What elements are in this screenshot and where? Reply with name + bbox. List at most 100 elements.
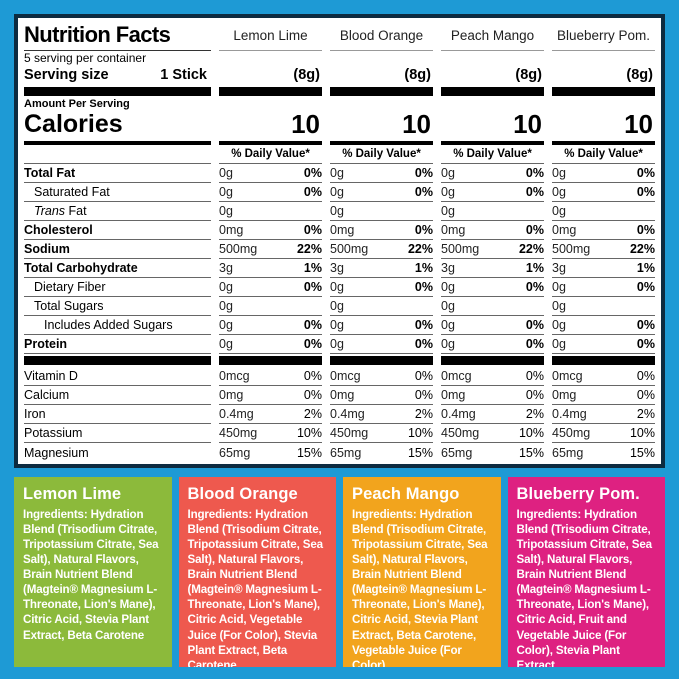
ingredient-box-title: Blueberry Pom.	[516, 485, 640, 503]
nutrient-amount: 0g	[552, 166, 566, 180]
divider-bar	[552, 87, 655, 96]
ingredient-box-lemon-lime: Lemon Lime Ingredients: Hydration Blend (…	[14, 477, 172, 667]
nutrient-amount: 0g	[552, 204, 566, 218]
nutrient-label: Total Fat	[24, 166, 76, 180]
nutrient-amount: 0g	[219, 280, 233, 294]
nutrient-value-row: 0g 0%	[552, 335, 655, 354]
flavor-column-blood-orange: Blood Orange (8g) 10 % Daily Value* 0g 0% 0g 0%…	[330, 20, 433, 464]
nutrient-row-total-carbohydrate: Total Carbohydrate	[24, 259, 211, 278]
nutrient-daily-value: 1%	[525, 261, 544, 275]
nutrient-value-row: 0.4mg 2%	[552, 405, 655, 424]
divider-bar	[24, 87, 211, 96]
nutrient-amount: 0mg	[219, 223, 244, 237]
nutrient-value-row: 450mg 10%	[219, 424, 322, 443]
nutrient-daily-value: 0%	[414, 369, 433, 383]
nutrient-value-row: 0g 0%	[441, 316, 544, 335]
nutrient-daily-value: 0%	[525, 280, 544, 294]
nutrient-daily-value: 22%	[629, 242, 655, 256]
nutrient-value-row: 500mg 22%	[552, 240, 655, 259]
nutrient-amount: 0.4mg	[330, 407, 365, 421]
nutrient-value-rows: 0g 0% 0g 0% 0g 0mg 0% 500mg 22% 3g 1% 0g 0% 0g 0g 0% 0g 0…	[552, 164, 655, 464]
nutrient-daily-value: 0%	[636, 280, 655, 294]
nutrient-amount: 0mg	[441, 223, 466, 237]
nutrient-daily-value: 15%	[629, 445, 655, 460]
serving-weight: (8g)	[293, 67, 320, 83]
section-divider-bar	[24, 356, 211, 365]
nutrient-daily-value: 0%	[303, 280, 322, 294]
nutrient-value-row: 0g 0%	[330, 316, 433, 335]
nutrient-daily-value: 0%	[303, 185, 322, 199]
nutrient-daily-value: 0%	[525, 185, 544, 199]
nutrient-amount: 450mg	[552, 426, 591, 440]
nutrient-label: Total Sugars	[34, 299, 104, 313]
serving-size-row: Serving size 1 Stick	[24, 66, 211, 85]
nutrient-daily-value: 0%	[525, 369, 544, 383]
calories-rule	[330, 141, 433, 145]
nutrient-daily-value: 2%	[636, 407, 655, 421]
nutrient-amount: 0.4mg	[441, 407, 476, 421]
nutrient-amount: 0g	[441, 204, 455, 218]
nutrient-daily-value: 0%	[636, 318, 655, 332]
nutrition-facts-panel: Nutrition Facts 5 serving per container …	[14, 14, 665, 468]
nutrient-label: Potassium	[24, 426, 83, 440]
nutrient-row-dietary-fiber: Dietary Fiber	[24, 278, 211, 297]
nutrient-label: Iron	[24, 407, 46, 421]
nutrient-row-sodium: Sodium	[24, 240, 211, 259]
nutrient-row-cholesterol: Cholesterol	[24, 221, 211, 240]
nutrient-value-row: 0g 0%	[441, 335, 544, 354]
nutrient-amount: 0g	[219, 185, 233, 199]
nutrient-label: Total Carbohydrate	[24, 261, 138, 275]
serving-weight: (8g)	[404, 67, 431, 83]
flavor-name: Blood Orange	[330, 20, 433, 51]
nutrient-daily-value: 2%	[414, 407, 433, 421]
nutrient-amount: 0g	[219, 166, 233, 180]
nutrient-amount: 0g	[330, 166, 344, 180]
nutrient-daily-value: 0%	[636, 337, 655, 351]
nutrient-value-rows: 0g 0% 0g 0% 0g 0mg 0% 500mg 22% 3g 1% 0g 0% 0g 0g 0% 0g 0…	[441, 164, 544, 464]
nutrient-daily-value: 1%	[636, 261, 655, 275]
nutrient-value-row: 0g 0%	[330, 335, 433, 354]
nutrient-value-row: 500mg 22%	[441, 240, 544, 259]
nutrient-value-row: 0g	[219, 297, 322, 316]
calories-value: 10	[291, 109, 320, 139]
nutrient-daily-value: 15%	[407, 445, 433, 460]
nutrient-value-row: 0mg 0%	[441, 221, 544, 240]
nutrient-amount: 0mg	[219, 388, 244, 402]
flavor-column-peach-mango: Peach Mango (8g) 10% Daily Value* 0g 0% 0g 0% 0…	[441, 20, 544, 464]
ingredient-box-title: Lemon Lime	[23, 485, 122, 503]
nutrient-value-row: 0g	[330, 202, 433, 221]
nutrient-label: Sodium	[24, 242, 70, 256]
nutrient-amount: 0mcg	[330, 369, 361, 383]
calories-rule	[552, 141, 655, 145]
nutrient-label: Magnesium	[24, 445, 89, 460]
nutrient-value-row: 0g 0%	[552, 164, 655, 183]
nutrient-daily-value: 22%	[407, 242, 433, 256]
nutrient-row-total-sugars: Total Sugars	[24, 297, 211, 316]
daily-value-header: % Daily Value*	[441, 145, 544, 164]
nutrient-value-row: 65mg 15%	[441, 443, 544, 462]
nutrient-value-rows: 0g 0% 0g 0% 0g 0mg 0% 500mg 22% 3g 1% 0g 0% 0g 0g 0% 0g 0…	[330, 164, 433, 464]
nutrient-amount: 0mg	[330, 388, 355, 402]
nutrient-amount: 0g	[552, 318, 566, 332]
nutrient-row-includes-added-sugars: Includes Added Sugars	[24, 316, 211, 335]
nutrient-label: Trans Fat	[34, 204, 87, 218]
ingredient-list: Ingredients: Hydration Blend (Trisodium …	[516, 508, 653, 667]
ingredient-boxes-row: Lemon Lime Ingredients: Hydration Blend (…	[14, 477, 665, 667]
nutrient-daily-value: 10%	[629, 426, 655, 440]
nutrient-daily-value: 22%	[518, 242, 544, 256]
nutrient-amount: 0g	[441, 280, 455, 294]
nutrient-amount: 65mg	[552, 445, 584, 460]
flavor-column-blueberry-pom: Blueberry Pom. (8g) 10% Daily Value* 0g 0% 0g…	[552, 20, 655, 464]
flavor-name: Peach Mango	[441, 20, 544, 51]
nutrient-amount: 0mg	[552, 388, 577, 402]
divider-bar	[219, 87, 322, 96]
section-divider-bar	[441, 356, 544, 365]
nutrient-value-row: 0g 0%	[219, 316, 322, 335]
nutrient-value-row: 0.4mg 2%	[441, 405, 544, 424]
nutrient-amount: 0.4mg	[219, 407, 254, 421]
nutrient-daily-value: 0%	[414, 185, 433, 199]
serving-weight: (8g)	[626, 67, 653, 83]
nutrient-value-row: 0mg 0%	[552, 386, 655, 405]
nutrient-value-row: 0g 0%	[219, 164, 322, 183]
nutrient-value-row: 0g 0%	[441, 183, 544, 202]
